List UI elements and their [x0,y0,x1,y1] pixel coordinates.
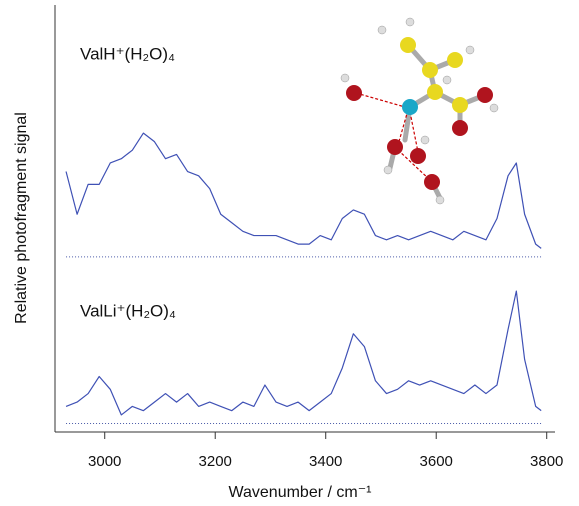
x-tick-label: 3800 [530,453,563,470]
x-tick-label: 3400 [309,453,342,470]
spectrum-line [66,133,541,248]
chart: Wavenumber / cm⁻¹ Relative photofragment… [0,0,579,506]
molecule-illustration [341,18,498,204]
trace-label: ValH⁺(H₂O)₄ [80,44,175,63]
x-tick-label: 3000 [88,453,121,470]
x-axis-label: Wavenumber / cm⁻¹ [229,484,372,501]
trace-label: ValLi⁺(H₂O)₄ [80,301,176,320]
y-axis-label: Relative photofragment signal [13,112,30,324]
x-tick-label: 3600 [420,453,453,470]
x-tick-label: 3200 [199,453,232,470]
